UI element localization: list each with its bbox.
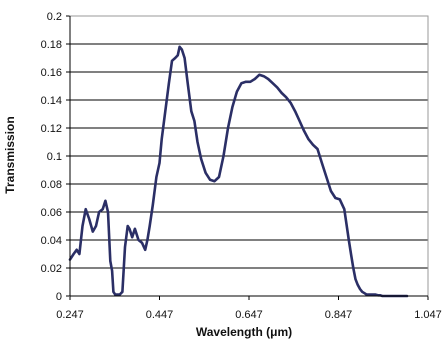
x-axis-title: Wavelength (μm) bbox=[196, 325, 292, 339]
y-tick-label: 0.1 bbox=[47, 151, 62, 163]
y-tick-label: 0.04 bbox=[41, 235, 62, 247]
y-tick-label: 0.18 bbox=[41, 39, 62, 51]
y-tick-label: 0.02 bbox=[41, 263, 62, 275]
x-tick-label: 0.247 bbox=[56, 309, 84, 321]
y-tick-label: 0.14 bbox=[41, 95, 62, 107]
axes bbox=[66, 15, 429, 300]
x-tick-label: 0.847 bbox=[325, 309, 353, 321]
gridlines bbox=[70, 15, 428, 296]
tick-labels: 0 0.02 0.04 0.06 0.08 0.1 0.12 0.14 0.16 0.18 0.2 0… bbox=[41, 11, 442, 321]
y-tick-label: 0 bbox=[56, 291, 62, 303]
y-tick-label: 0.12 bbox=[41, 123, 62, 135]
y-tick-label: 0.16 bbox=[41, 67, 62, 79]
y-axis-title: Transmission bbox=[3, 116, 17, 193]
x-tick-label: 0.647 bbox=[235, 309, 263, 321]
y-tick-label: 0.06 bbox=[41, 207, 62, 219]
y-tick-label: 0.08 bbox=[41, 179, 62, 191]
x-tick-label: 0.447 bbox=[146, 309, 174, 321]
y-tick-label: 0.2 bbox=[47, 11, 62, 23]
series-layer bbox=[68, 45, 409, 298]
x-tick-label: 1.047 bbox=[414, 309, 442, 321]
transmission-series-line bbox=[68, 45, 409, 298]
